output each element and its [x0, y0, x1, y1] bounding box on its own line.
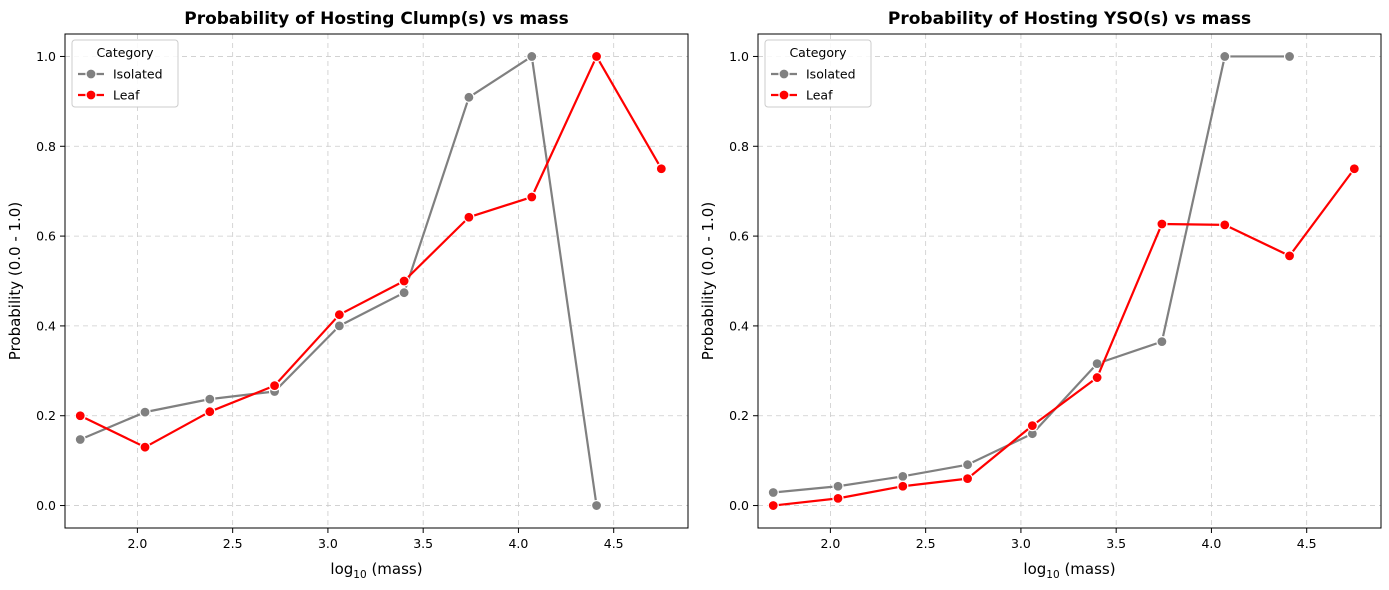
y-tick-label: 0.4 [729, 318, 749, 333]
data-point-leaf [961, 473, 974, 485]
x-tick-label: 4.0 [508, 536, 528, 551]
axes-frame [64, 33, 689, 529]
y-tick-label: 0.8 [36, 139, 56, 154]
series-line-leaf [773, 168, 1356, 507]
data-point-leaf [832, 492, 844, 504]
data-point-isolated [590, 499, 603, 512]
x-tick-label: 3.0 [1011, 536, 1031, 551]
data-point-isolated [333, 320, 345, 332]
y-axis-label: Probability (0.0 - 1.0) [699, 202, 717, 360]
x-tick-label: 4.5 [1297, 536, 1317, 551]
x-tick-label: 4.5 [604, 536, 624, 551]
data-point-leaf [1156, 218, 1168, 230]
legend-label-isolated: Isolated [113, 67, 163, 82]
data-point-leaf [398, 275, 410, 287]
x-tick-label: 2.5 [223, 536, 243, 551]
x-tick-label: 4.0 [1201, 536, 1221, 551]
x-axis-label: log10 (mass) [1023, 560, 1115, 581]
x-tick-label: 3.5 [1106, 536, 1126, 551]
data-point-leaf [333, 309, 345, 321]
y-tick-label: 0.0 [36, 498, 56, 513]
data-point-isolated [526, 50, 538, 63]
data-point-isolated [1219, 50, 1231, 63]
chart-title: Probability of Hosting Clump(s) vs mass [184, 9, 569, 29]
legend-label-isolated: Isolated [806, 67, 856, 82]
data-point-isolated [139, 406, 151, 418]
x-tick-label: 2.5 [916, 536, 936, 551]
legend-box [764, 39, 872, 108]
legend-label-leaf: Leaf [806, 88, 833, 103]
chart-panel-2: 2.0 2.5 3.0 3.5 4.0 4.5 0.0 0.2 0.4 0.6 0.8 1.0 Prob… [699, 9, 1382, 581]
data-point-leaf [139, 441, 151, 453]
data-point-isolated [398, 287, 410, 299]
series-line-leaf [79, 55, 663, 449]
data-point-leaf [1091, 371, 1103, 384]
data-point-isolated [961, 459, 974, 471]
legend-box [71, 39, 179, 108]
y-tick-label: 0.2 [36, 408, 56, 423]
data-point-leaf [1026, 420, 1038, 432]
data-point-leaf [1219, 219, 1231, 231]
x-axis-label: log10 (mass) [330, 560, 422, 581]
data-point-leaf [897, 480, 909, 492]
y-tick-label: 0.6 [729, 229, 749, 244]
x-tick-label: 2.0 [127, 536, 147, 551]
series-line-isolated [79, 55, 598, 506]
data-point-leaf [463, 211, 475, 223]
data-point-leaf [268, 380, 281, 392]
data-point-isolated [204, 393, 216, 405]
data-point-isolated [897, 470, 909, 482]
y-axis-label: Probability (0.0 - 1.0) [6, 202, 24, 360]
data-point-leaf [590, 50, 603, 63]
x-tick-label: 2.0 [820, 536, 840, 551]
legend: Category Isolated Leaf [71, 39, 179, 108]
legend-title: Category [789, 45, 847, 60]
y-tick-label: 0.0 [729, 498, 749, 513]
y-tick-label: 0.4 [36, 318, 56, 333]
legend-marker-isolated [85, 68, 97, 80]
legend-title: Category [96, 45, 154, 60]
data-point-leaf [1348, 163, 1360, 175]
axes-frame [757, 33, 1382, 529]
data-point-leaf [655, 163, 667, 175]
data-point-isolated [463, 91, 475, 103]
data-point-leaf [767, 499, 779, 512]
data-point-isolated [767, 486, 779, 499]
data-point-isolated [1283, 50, 1296, 63]
legend-marker-isolated [778, 68, 790, 80]
x-tick-label: 3.5 [413, 536, 433, 551]
data-point-isolated [1156, 336, 1168, 348]
chart-panel-1: 2.0 2.5 3.0 3.5 4.0 4.5 0.0 0.2 0.4 0.6 0.8 1.0 Prob… [6, 9, 689, 581]
legend-label-leaf: Leaf [113, 88, 140, 103]
data-point-leaf [204, 406, 216, 418]
y-tick-label: 0.8 [729, 139, 749, 154]
legend-marker-leaf [85, 89, 97, 101]
chart-title: Probability of Hosting YSO(s) vs mass [888, 9, 1251, 29]
data-point-leaf [1283, 250, 1296, 262]
data-point-isolated [832, 480, 844, 492]
y-tick-label: 0.2 [729, 408, 749, 423]
y-tick-label: 1.0 [36, 49, 56, 64]
y-tick-label: 1.0 [729, 49, 749, 64]
x-tick-label: 3.0 [318, 536, 338, 551]
legend: Category Isolated Leaf [764, 39, 872, 108]
legend-marker-leaf [778, 89, 790, 101]
data-point-isolated [74, 433, 86, 446]
data-point-leaf [526, 191, 538, 203]
y-tick-label: 0.6 [36, 229, 56, 244]
data-point-leaf [74, 410, 86, 422]
